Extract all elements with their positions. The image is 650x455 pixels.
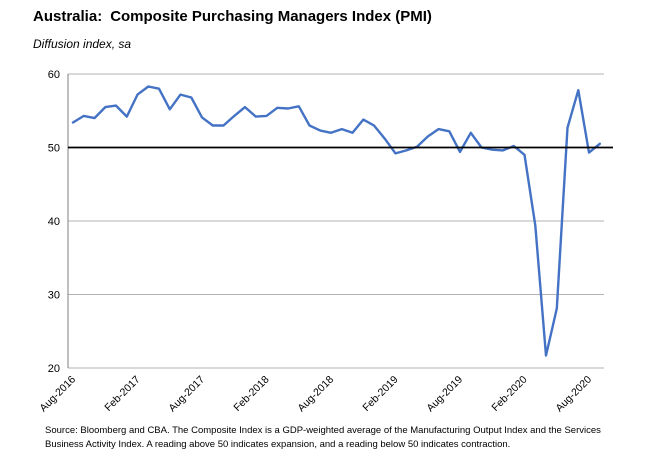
grid-lines (68, 73, 604, 369)
x-tick-label-Aug-2016: Aug-2016 (37, 374, 78, 415)
data-point (72, 121, 74, 123)
chart-title-part1: Australia: (33, 8, 103, 25)
x-axis: Aug-2016 Feb-2017 Aug-2017 Feb-2018 Aug-2018… (37, 374, 594, 415)
data-point (394, 152, 396, 154)
data-point (599, 143, 601, 145)
data-point (319, 129, 321, 131)
data-point (244, 106, 246, 108)
data-point (190, 96, 192, 98)
y-tick-label-30: 30 (48, 290, 60, 302)
data-point (384, 137, 386, 139)
data-point (287, 107, 289, 109)
data-point (276, 107, 278, 109)
chart-subtitle: Diffusion index, sa (33, 37, 132, 51)
data-point (83, 115, 85, 117)
data-point (566, 126, 568, 128)
data-point (437, 128, 439, 130)
data-point (136, 93, 138, 95)
x-tick-label-Aug-2017: Aug-2017 (166, 374, 207, 415)
data-point (298, 105, 300, 107)
y-tick-label-40: 40 (48, 216, 60, 228)
y-tick-label-50: 50 (48, 143, 60, 155)
x-tick-label-Feb-2019: Feb-2019 (360, 374, 400, 414)
data-point (233, 115, 235, 117)
data-point (491, 149, 493, 151)
data-point (341, 128, 343, 130)
data-point (126, 115, 128, 117)
data-point (470, 132, 472, 134)
x-tick-label-Feb-2017: Feb-2017 (102, 374, 142, 414)
data-point (308, 124, 310, 126)
data-point (459, 151, 461, 153)
data-point (577, 89, 579, 91)
data-point (373, 124, 375, 126)
x-tick-label-Feb-2020: Feb-2020 (489, 374, 529, 414)
data-point (104, 106, 106, 108)
data-point (222, 124, 224, 126)
data-point (534, 224, 536, 226)
data-point (588, 151, 590, 153)
series-layer (68, 85, 613, 357)
data-point (545, 354, 547, 356)
data-point (179, 93, 181, 95)
data-point (405, 149, 407, 151)
data-point (158, 88, 160, 90)
data-point (255, 115, 257, 117)
chart-title-part2: Composite Purchasing Managers Index (PMI… (110, 8, 432, 25)
x-tick-label-Aug-2018: Aug-2018 (295, 374, 336, 415)
data-point (93, 117, 95, 119)
y-tick-label-20: 20 (48, 363, 60, 375)
data-point (523, 154, 525, 156)
y-tick-label-60: 60 (48, 69, 60, 81)
data-point (212, 124, 214, 126)
data-point (502, 149, 504, 151)
data-point (169, 108, 171, 110)
data-point (362, 118, 364, 120)
x-tick-label-Aug-2020: Aug-2020 (553, 374, 594, 415)
source-note: Source: Bloomberg and CBA. The Composite… (45, 425, 601, 450)
data-point (265, 115, 267, 117)
y-axis: 20 30 40 50 60 (48, 69, 69, 375)
x-tick-label-Aug-2019: Aug-2019 (424, 374, 465, 415)
data-point (351, 132, 353, 134)
line-chart: 20 30 40 50 60 Aug-2016 Feb-2017 Aug-2017 Feb-2… (37, 69, 613, 415)
data-point (556, 307, 558, 309)
data-point (427, 135, 429, 137)
data-point (330, 132, 332, 134)
data-point (115, 104, 117, 106)
data-point (147, 85, 149, 87)
x-tick-label-Feb-2018: Feb-2018 (231, 374, 271, 414)
data-point (448, 130, 450, 132)
data-point (201, 116, 203, 118)
chart-title: Australia: Composite Purchasing Managers … (33, 8, 432, 25)
